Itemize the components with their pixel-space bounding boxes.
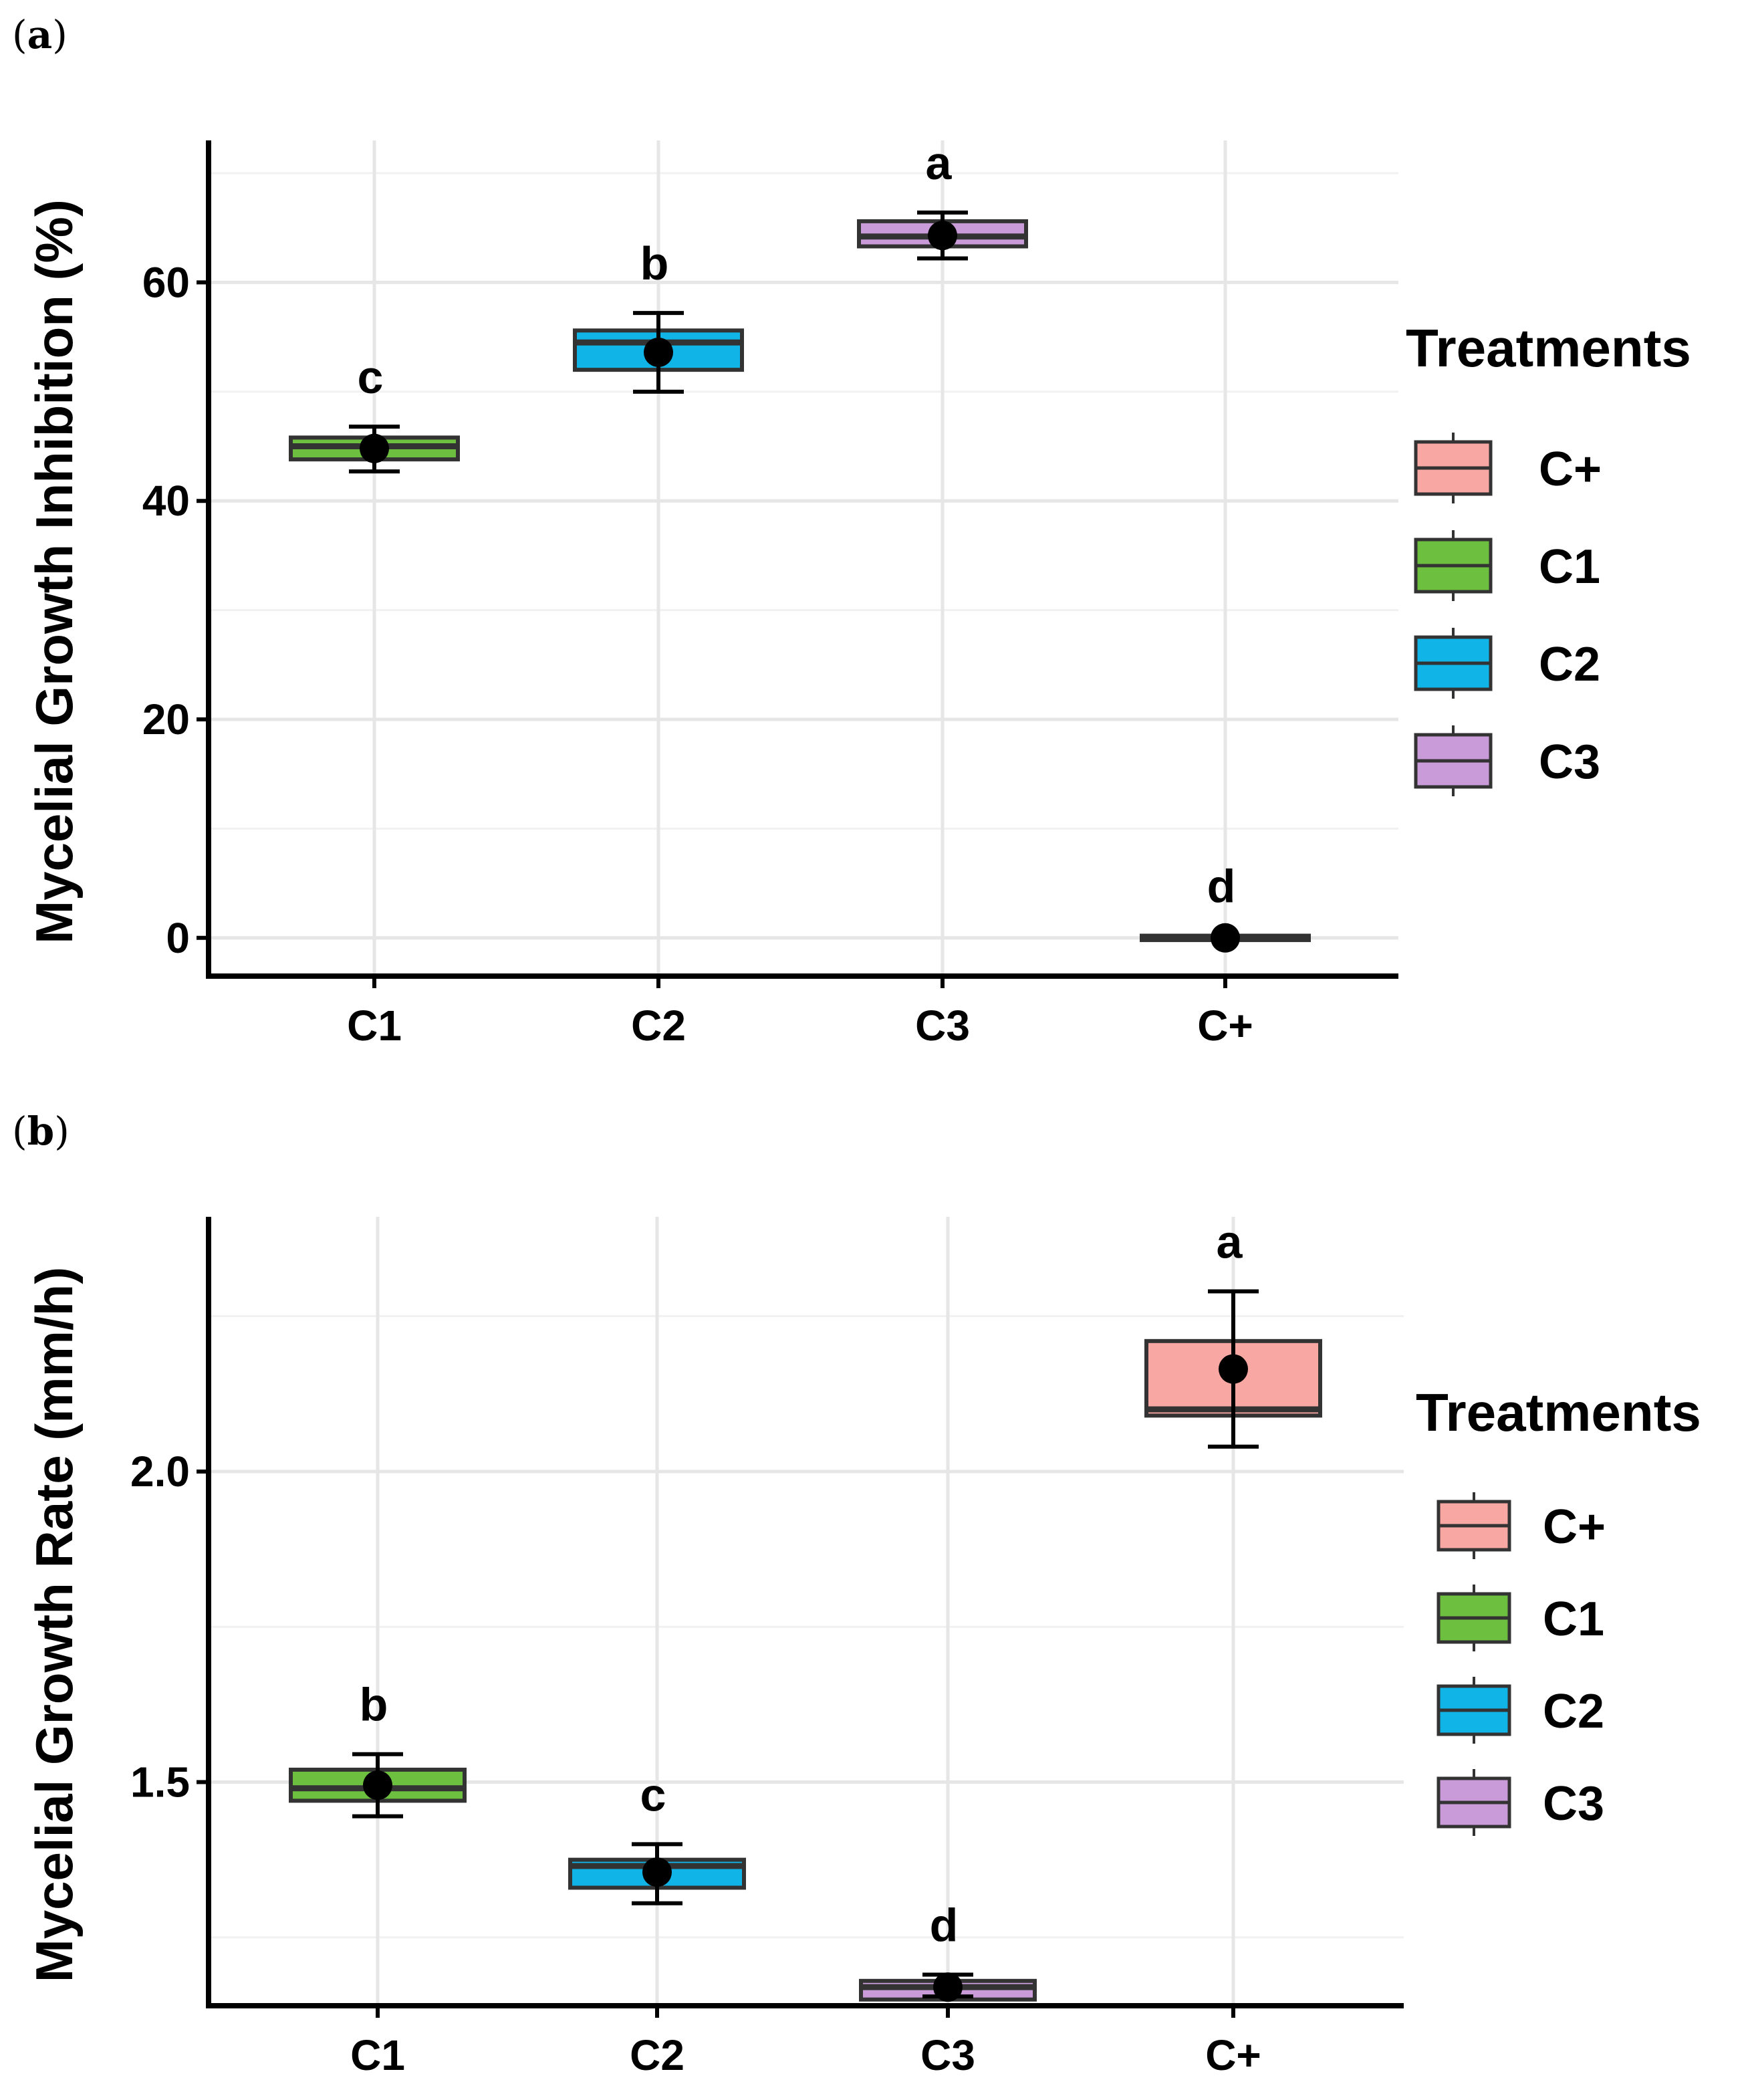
legend-label-b-C1: C1 — [1543, 1593, 1604, 1646]
legend-item-b-C1: C1 — [1437, 1585, 1604, 1651]
boxes-b: b c d a — [289, 1215, 1322, 2002]
box-a-C2: b — [573, 237, 744, 394]
y-tick-label-b: 1.5 — [130, 1758, 190, 1806]
legend-label-b-C+: C+ — [1543, 1500, 1606, 1554]
x-tick-label-b: C2 — [630, 2031, 684, 2079]
mean-point-b-C+ — [1219, 1354, 1248, 1384]
chart-panel-a: c b a d 0 20 40 60 C1 C2 C3 C+ Mycelial Growth Inh… — [25, 137, 1691, 1050]
mean-point-b-C2 — [642, 1857, 672, 1887]
significance-letter-b-C1: b — [360, 1679, 388, 1731]
legend-a: Treatments C+ C1 C2 C3 — [1406, 318, 1691, 796]
mean-point-a-C1 — [360, 433, 389, 463]
legend-label-a-C2: C2 — [1539, 638, 1600, 691]
y-tick-label-a: 40 — [142, 477, 190, 525]
box-b-C1: b — [289, 1679, 467, 1819]
mean-point-a-C3 — [928, 221, 957, 251]
legend-item-a-C1: C1 — [1414, 530, 1600, 601]
y-tick-label-a: 0 — [166, 914, 190, 962]
mean-point-b-C3 — [933, 1972, 963, 2002]
legend-title-a: Treatments — [1406, 318, 1691, 378]
legend-label-a-C3: C3 — [1539, 735, 1600, 789]
significance-letter-a-C3: a — [926, 137, 953, 189]
axes-b: 1.5 2.0 C1 C2 C3 C+ — [130, 1217, 1404, 2079]
box-a-C1: c — [289, 351, 460, 474]
legend-item-b-C2: C2 — [1437, 1677, 1604, 1744]
legend-item-b-C3: C3 — [1437, 1769, 1604, 1836]
grid-b — [209, 1217, 1404, 2006]
axes-a: 0 20 40 60 C1 C2 C3 C+ — [142, 140, 1398, 1050]
box-b-C2: c — [568, 1768, 746, 1905]
legend-item-a-C+: C+ — [1414, 433, 1602, 503]
y-tick-label-b: 2.0 — [130, 1447, 190, 1496]
y-axis-title-b: Mycelial Growth Rate (mm/h) — [25, 1267, 84, 1983]
grid-a — [209, 140, 1398, 976]
panel-a-paren-open: ( — [12, 12, 27, 57]
box-a-C3: a — [857, 137, 1028, 261]
significance-letter-a-C+: d — [1207, 860, 1236, 913]
significance-letter-b-C3: d — [930, 1899, 959, 1952]
legend-item-a-C3: C3 — [1414, 725, 1600, 796]
x-tick-label-b: C3 — [920, 2031, 975, 2079]
panel-a-label: (a) — [12, 12, 68, 57]
legend-title-b: Treatments — [1416, 1383, 1701, 1442]
panel-b-letter: b — [27, 1109, 55, 1154]
panel-a-paren-close: ) — [52, 12, 68, 57]
panel-b-label: (b) — [12, 1109, 70, 1154]
legend-label-b-C3: C3 — [1543, 1777, 1604, 1831]
x-tick-label-a: C1 — [347, 1002, 402, 1050]
mean-point-a-C2 — [644, 337, 673, 367]
y-axis-title-a: Mycelial Growth Inhibition (%) — [25, 199, 84, 944]
chart-panel-b: b c d a 1.5 2.0 C1 C2 C3 C+ Mycelial Growth Rate… — [25, 1215, 1701, 2079]
legend-label-a-C1: C1 — [1539, 540, 1600, 594]
significance-letter-a-C1: c — [358, 351, 384, 403]
panel-b-paren-open: ( — [12, 1109, 27, 1154]
legend-label-a-C+: C+ — [1539, 443, 1602, 496]
x-tick-label-b: C1 — [350, 2031, 405, 2079]
mean-point-b-C1 — [363, 1770, 392, 1800]
significance-letter-a-C2: b — [640, 237, 669, 289]
x-tick-label-a: C3 — [915, 1002, 970, 1050]
x-tick-label-a: C2 — [631, 1002, 686, 1050]
x-tick-label-a: C+ — [1197, 1002, 1253, 1050]
box-b-C+: a — [1144, 1215, 1322, 1449]
legend-item-a-C2: C2 — [1414, 628, 1600, 699]
panel-a-letter: a — [27, 12, 53, 57]
box-a-C+: d — [1140, 860, 1311, 953]
panel-b-paren-close: ) — [54, 1109, 70, 1154]
x-tick-label-b: C+ — [1205, 2031, 1261, 2079]
significance-letter-b-C2: c — [640, 1768, 666, 1821]
legend-label-b-C2: C2 — [1543, 1685, 1604, 1738]
boxes-a: c b a d — [289, 137, 1311, 953]
mean-point-a-C+ — [1211, 923, 1240, 953]
box-b-C3: d — [859, 1899, 1037, 2002]
y-tick-label-a: 20 — [142, 695, 190, 743]
y-tick-label-a: 60 — [142, 258, 190, 306]
significance-letter-b-C+: a — [1217, 1215, 1243, 1268]
legend-item-b-C+: C+ — [1437, 1492, 1606, 1559]
legend-b: Treatments C+ C1 C2 C3 — [1416, 1383, 1701, 1836]
